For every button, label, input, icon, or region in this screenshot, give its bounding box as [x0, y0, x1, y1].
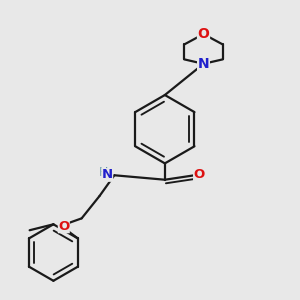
Text: N: N	[198, 57, 209, 71]
Text: O: O	[194, 168, 205, 181]
Text: N: N	[102, 169, 113, 182]
Text: O: O	[58, 220, 69, 233]
Text: H: H	[98, 166, 108, 179]
Text: O: O	[198, 27, 209, 41]
